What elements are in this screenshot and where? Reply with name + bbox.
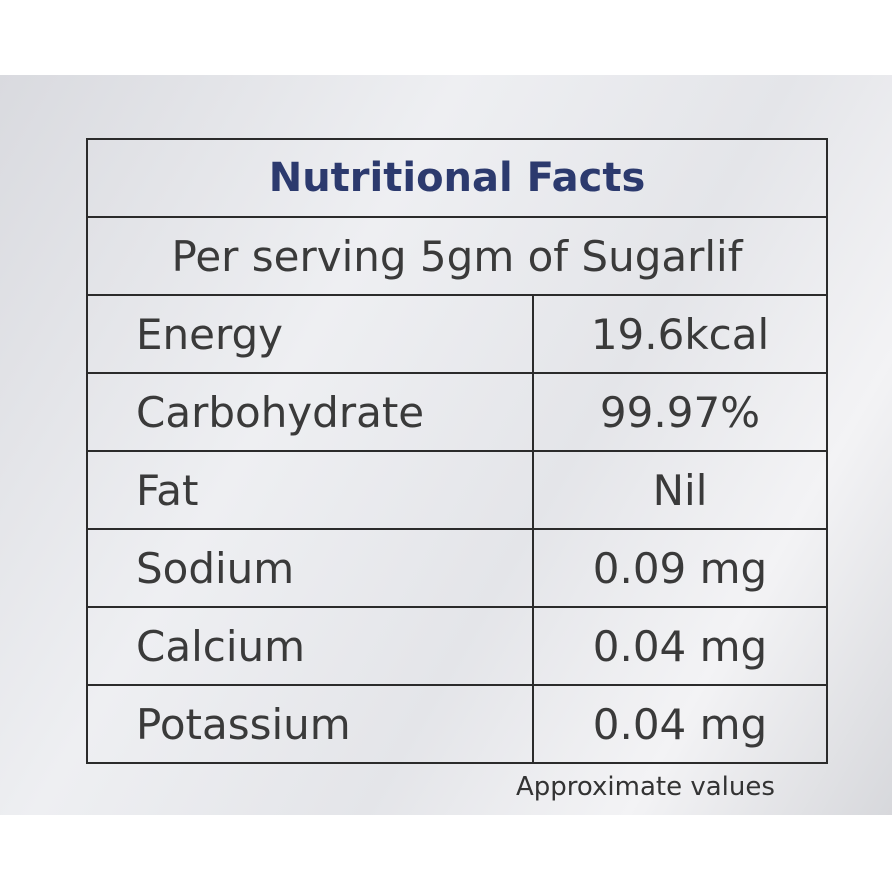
nutrient-name: Energy (86, 294, 534, 374)
nutrient-value: Nil (532, 450, 828, 530)
nutrient-value: 99.97% (532, 372, 828, 452)
nutrient-row: Sodium 0.09 mg (86, 528, 828, 608)
table-subtitle: Per serving 5gm of Sugarlif (86, 216, 828, 296)
nutrient-row: Calcium 0.04 mg (86, 606, 828, 686)
nutrient-value: 19.6kcal (532, 294, 828, 374)
footnote: Approximate values (516, 772, 775, 802)
nutrient-value: 0.04 mg (532, 606, 828, 686)
nutrient-row: Fat Nil (86, 450, 828, 530)
nutrient-name: Fat (86, 450, 534, 530)
subtitle-row: Per serving 5gm of Sugarlif (86, 216, 828, 296)
title-row: Nutritional Facts (86, 138, 828, 218)
nutrient-name: Potassium (86, 684, 534, 764)
nutrition-table: Nutritional Facts Per serving 5gm of Sug… (86, 138, 828, 764)
table-body: Nutritional Facts Per serving 5gm of Sug… (86, 138, 828, 764)
nutrient-value: 0.09 mg (532, 528, 828, 608)
nutrient-name: Calcium (86, 606, 534, 686)
nutrient-row: Potassium 0.04 mg (86, 684, 828, 764)
nutrient-name: Carbohydrate (86, 372, 534, 452)
nutrient-value: 0.04 mg (532, 684, 828, 764)
table-title: Nutritional Facts (86, 138, 828, 218)
nutrient-row: Carbohydrate 99.97% (86, 372, 828, 452)
nutrient-row: Energy 19.6kcal (86, 294, 828, 374)
nutrient-name: Sodium (86, 528, 534, 608)
